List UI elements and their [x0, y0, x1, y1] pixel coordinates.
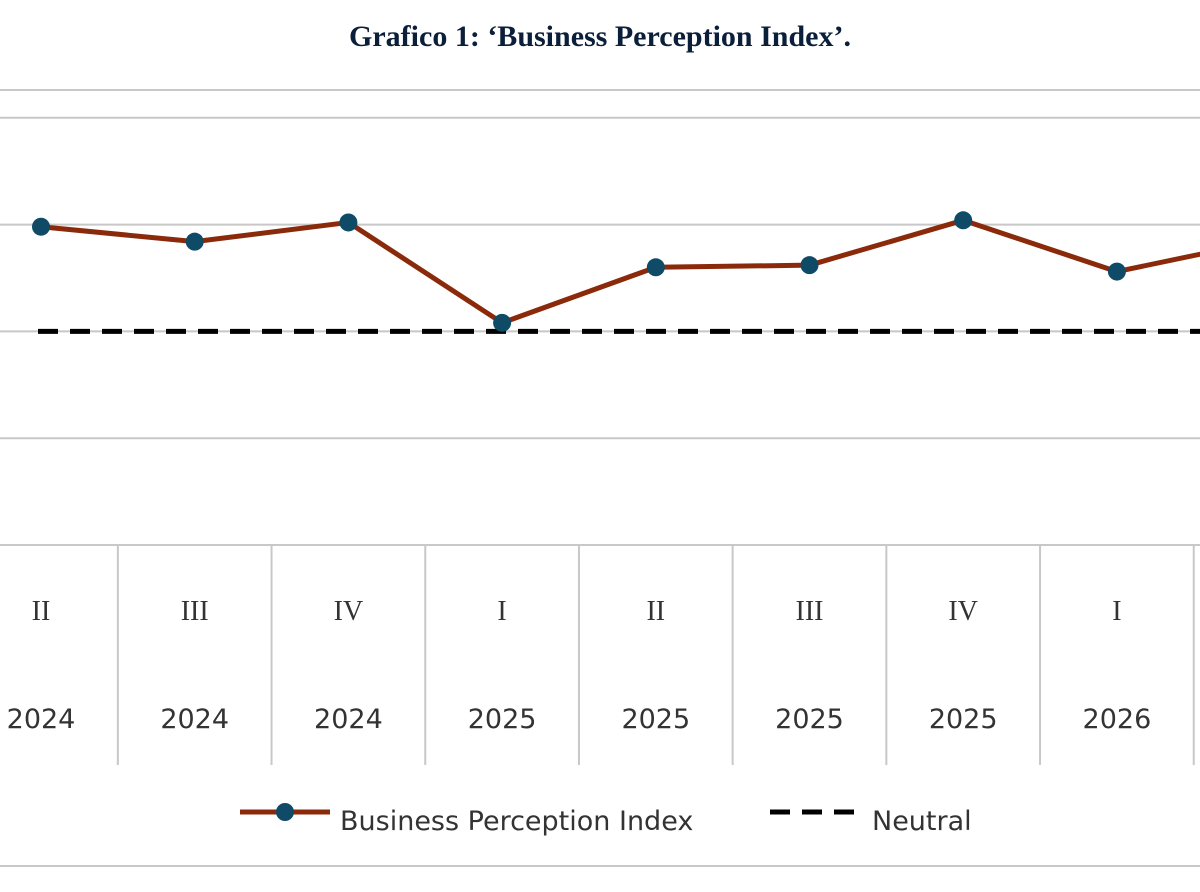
year-label-6: 2025 [929, 704, 998, 735]
quarter-label-1: III [181, 596, 209, 627]
quarter-label-3: I [497, 596, 506, 627]
legend: Business Perception Index Neutral [240, 803, 972, 837]
year-label-2: 2024 [314, 704, 383, 735]
quarter-label-5: III [796, 596, 824, 627]
quarter-label-2: IV [334, 596, 364, 627]
quarter-label-0: II [32, 596, 51, 627]
quarter-label-7: I [1112, 596, 1121, 627]
bpi-point-7 [1107, 262, 1126, 281]
quarter-label-4: II [646, 596, 665, 627]
bpi-point-2 [339, 213, 358, 232]
year-label-0: 2024 [7, 704, 76, 735]
year-label-5: 2025 [775, 704, 844, 735]
legend-bpi-label: Business Perception Index [340, 806, 693, 837]
gridlines [0, 89, 1200, 440]
business-perception-index-series [32, 211, 1200, 332]
year-label-1: 2024 [160, 704, 229, 735]
quarter-label-6: IV [948, 596, 978, 627]
legend-neutral-label: Neutral [872, 806, 972, 837]
year-label-4: 2025 [621, 704, 690, 735]
bpi-point-1 [185, 232, 204, 251]
bpi-point-3 [493, 313, 512, 332]
chart-title: Grafico 1: ‘Business Perception Index’. [349, 20, 851, 53]
bpi-point-4 [646, 258, 665, 277]
bpi-line [40, 217, 1200, 326]
bpi-point-5 [800, 256, 819, 275]
year-label-7: 2026 [1083, 704, 1152, 735]
legend-bpi-marker [276, 803, 294, 821]
year-label-3: 2025 [468, 704, 537, 735]
category-axis-table: II 2024 III 2024 IV 2024 I 2025 II 2025 III 2025 IV 2… [0, 544, 1200, 867]
bpi-point-6 [954, 211, 973, 230]
bpi-point-0 [32, 217, 50, 236]
